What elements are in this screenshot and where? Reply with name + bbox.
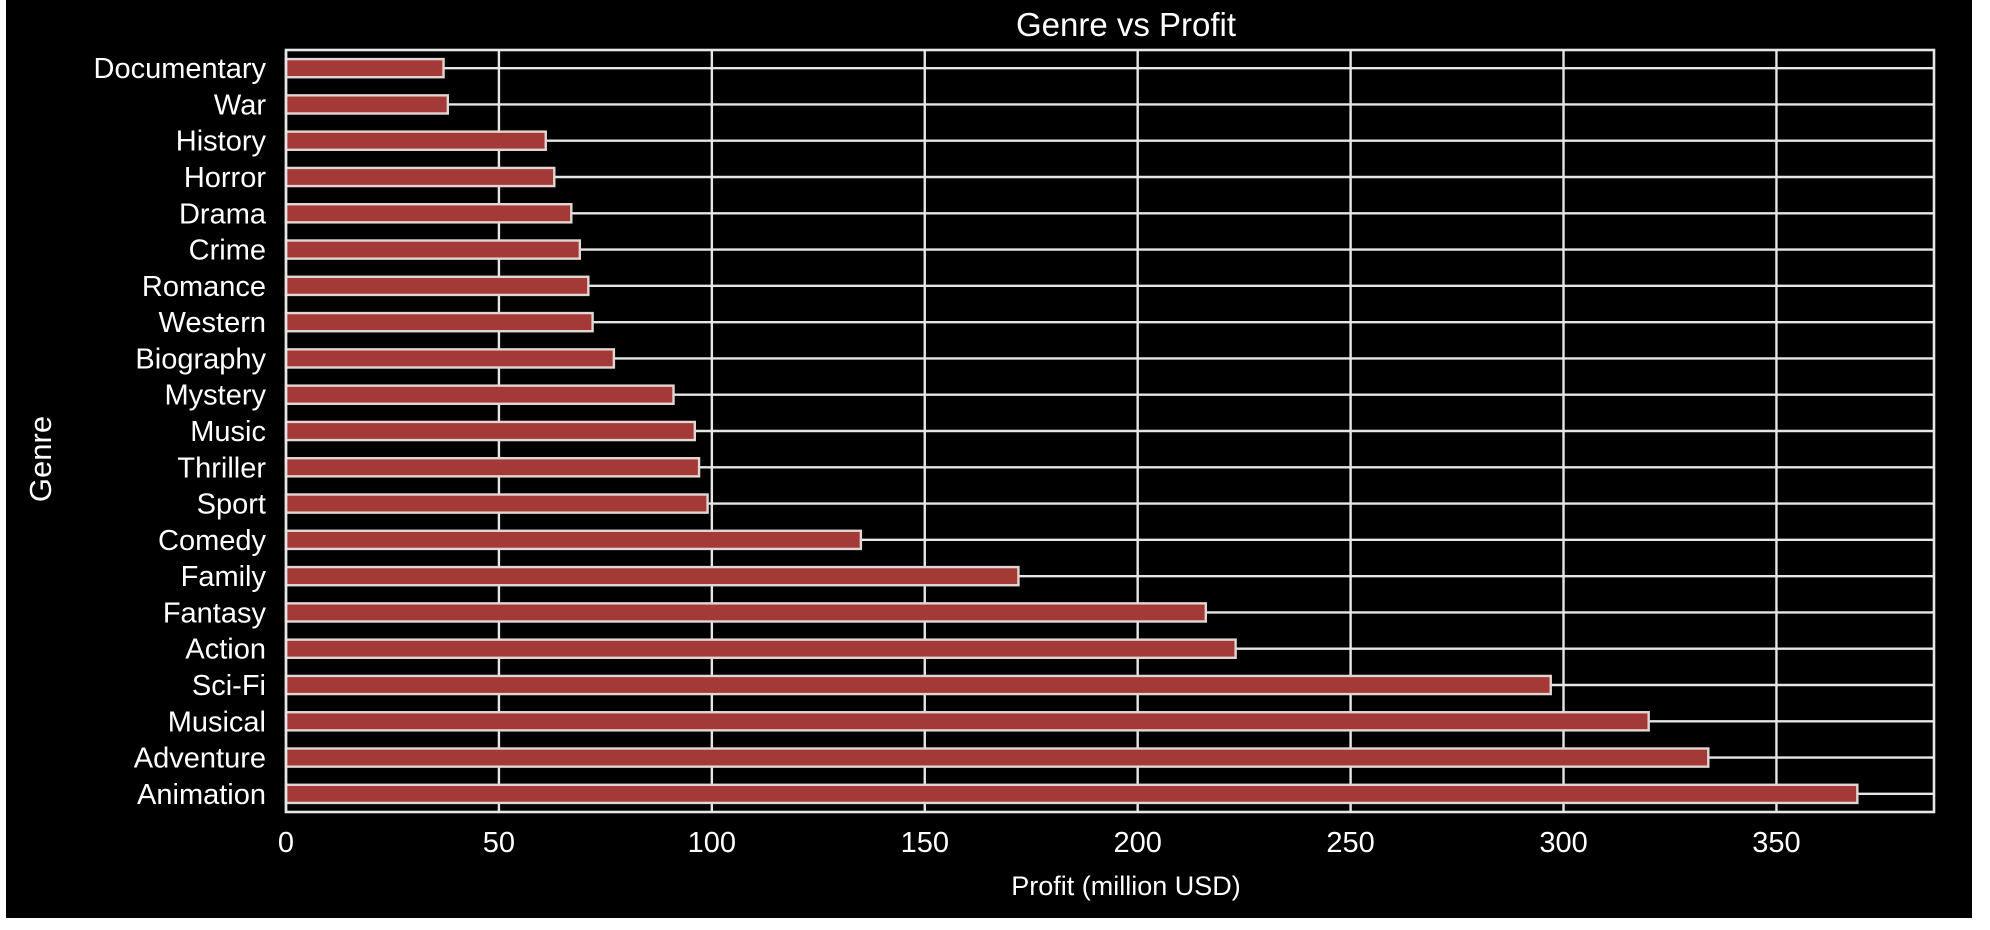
- bar: [284, 674, 1552, 696]
- x-axis-label: Profit (million USD): [1011, 871, 1241, 901]
- bar: [284, 384, 675, 405]
- bar: [284, 420, 697, 442]
- chart-container: Documentary War History Horror Drama Crime Rom…: [6, 0, 1972, 918]
- bar: [284, 711, 1650, 732]
- y-tick-label: Action: [185, 634, 266, 666]
- bar: [284, 493, 709, 514]
- genre-profit-bar-chart: Documentary War History Horror Drama Crime Rom…: [23, 6, 1936, 901]
- x-tick-label: 200: [1113, 827, 1161, 859]
- bar: [284, 94, 450, 115]
- y-tick-label: Drama: [179, 198, 267, 230]
- y-axis-label: Genre: [23, 416, 58, 502]
- bars: [284, 57, 1859, 805]
- y-tick-label: Western: [159, 307, 266, 339]
- bar: [284, 457, 701, 478]
- bar: [284, 783, 1859, 805]
- bar: [284, 529, 863, 551]
- y-tick-label: Sci-Fi: [192, 670, 266, 702]
- y-tick-label: Music: [190, 416, 266, 448]
- y-tick-label: Family: [181, 561, 267, 593]
- y-tick-label: Comedy: [158, 525, 266, 557]
- bar: [284, 239, 582, 260]
- y-tick-label: Documentary: [94, 53, 267, 85]
- bar: [284, 311, 594, 333]
- bar: [284, 602, 1208, 623]
- bar: [284, 275, 590, 297]
- x-tick-label: 350: [1752, 827, 1800, 859]
- bar: [284, 638, 1237, 659]
- y-tick-label: Musical: [168, 706, 266, 738]
- x-tick-label: 0: [278, 827, 294, 859]
- x-tick-label: 50: [483, 827, 515, 859]
- bar: [284, 166, 556, 188]
- x-tick-label: 300: [1539, 827, 1587, 859]
- y-tick-label: Romance: [142, 271, 266, 303]
- y-tick-label: Fantasy: [163, 597, 267, 629]
- y-tick-label: Adventure: [134, 743, 266, 775]
- y-tick-label: Mystery: [165, 380, 267, 412]
- plot-area-border: [284, 48, 1936, 814]
- y-tick-labels: Documentary War History Horror Drama Crime Rom…: [94, 53, 267, 811]
- y-tick-label: Biography: [135, 343, 266, 375]
- x-tick-labels: 0 50 100 150 200 250 300 350: [278, 827, 1801, 859]
- y-tick-label: History: [176, 126, 267, 158]
- y-tick-label: Sport: [197, 489, 266, 521]
- bar: [284, 130, 547, 151]
- x-tick-label: 250: [1326, 827, 1374, 859]
- chart-title: Genre vs Profit: [1016, 6, 1236, 43]
- y-tick-label: Crime: [189, 235, 266, 267]
- y-tick-label: Horror: [184, 162, 267, 194]
- bar: [284, 57, 445, 79]
- bar: [284, 565, 1020, 587]
- y-tick-label: Animation: [137, 779, 266, 811]
- x-tick-label: 100: [688, 827, 736, 859]
- x-tick-label: 150: [901, 827, 949, 859]
- bar: [284, 348, 616, 369]
- y-tick-label: Thriller: [177, 452, 266, 484]
- y-tick-label: War: [214, 89, 266, 121]
- bar: [284, 747, 1710, 768]
- bar: [284, 203, 573, 224]
